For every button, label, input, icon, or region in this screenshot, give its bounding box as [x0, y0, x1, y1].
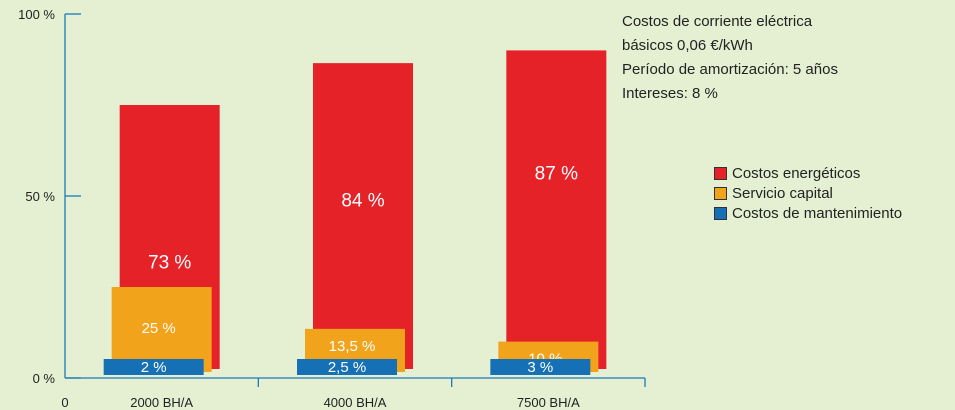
x-tick-label: 7500 BH/A: [517, 395, 580, 410]
legend-label-energy: Costos energéticos: [732, 164, 861, 182]
data-label-capital: 13,5 %: [329, 338, 376, 355]
legend-item-maintenance: Costos de mantenimiento: [714, 203, 902, 223]
x-origin-label: 0: [61, 395, 68, 410]
chart-legend: Costos energéticos Servicio capital Cost…: [714, 163, 902, 223]
data-label-energy: 87 %: [535, 163, 578, 184]
legend-label-maintenance: Costos de mantenimiento: [732, 204, 903, 222]
bar-energy: [313, 63, 413, 369]
y-tick-label: 100 %: [18, 7, 55, 22]
data-label-maintenance: 2,5 %: [328, 359, 366, 376]
x-tick-label: 2000 BH/A: [130, 395, 193, 410]
bar-maintenance: [103, 359, 204, 375]
legend-item-energy: Costos energéticos: [714, 163, 902, 183]
data-label-energy: 84 %: [341, 190, 384, 211]
bar-maintenance: [297, 359, 397, 375]
legend-swatch-energy: [714, 166, 727, 180]
x-tick-label: 4000 BH/A: [324, 395, 387, 410]
data-label-capital: 25 %: [142, 320, 176, 337]
info-line-amortization: Período de amortización: 5 años: [622, 61, 838, 78]
bar-energy: [506, 50, 607, 370]
bar-maintenance: [490, 359, 591, 375]
data-label-energy: 73 %: [148, 252, 191, 273]
y-tick-label: 50 %: [25, 189, 55, 204]
info-line-electricity-cost: Costos de corriente eléctrica: [622, 13, 813, 30]
legend-label-capital: Servicio capital: [732, 184, 833, 202]
bar-capital: [111, 287, 212, 372]
y-tick-label: 0 %: [33, 371, 56, 386]
info-text: Costos de corriente eléctrica básicos 0,…: [622, 10, 838, 106]
info-line-interest: Intereses: 8 %: [622, 85, 718, 102]
legend-swatch-maintenance: [714, 206, 727, 220]
legend-item-capital: Servicio capital: [714, 183, 902, 203]
data-label-maintenance: 3 %: [527, 359, 553, 376]
info-line-base-price: básicos 0,06 €/kWh: [622, 37, 753, 54]
legend-swatch-capital: [714, 186, 727, 200]
data-label-maintenance: 2 %: [141, 359, 167, 376]
